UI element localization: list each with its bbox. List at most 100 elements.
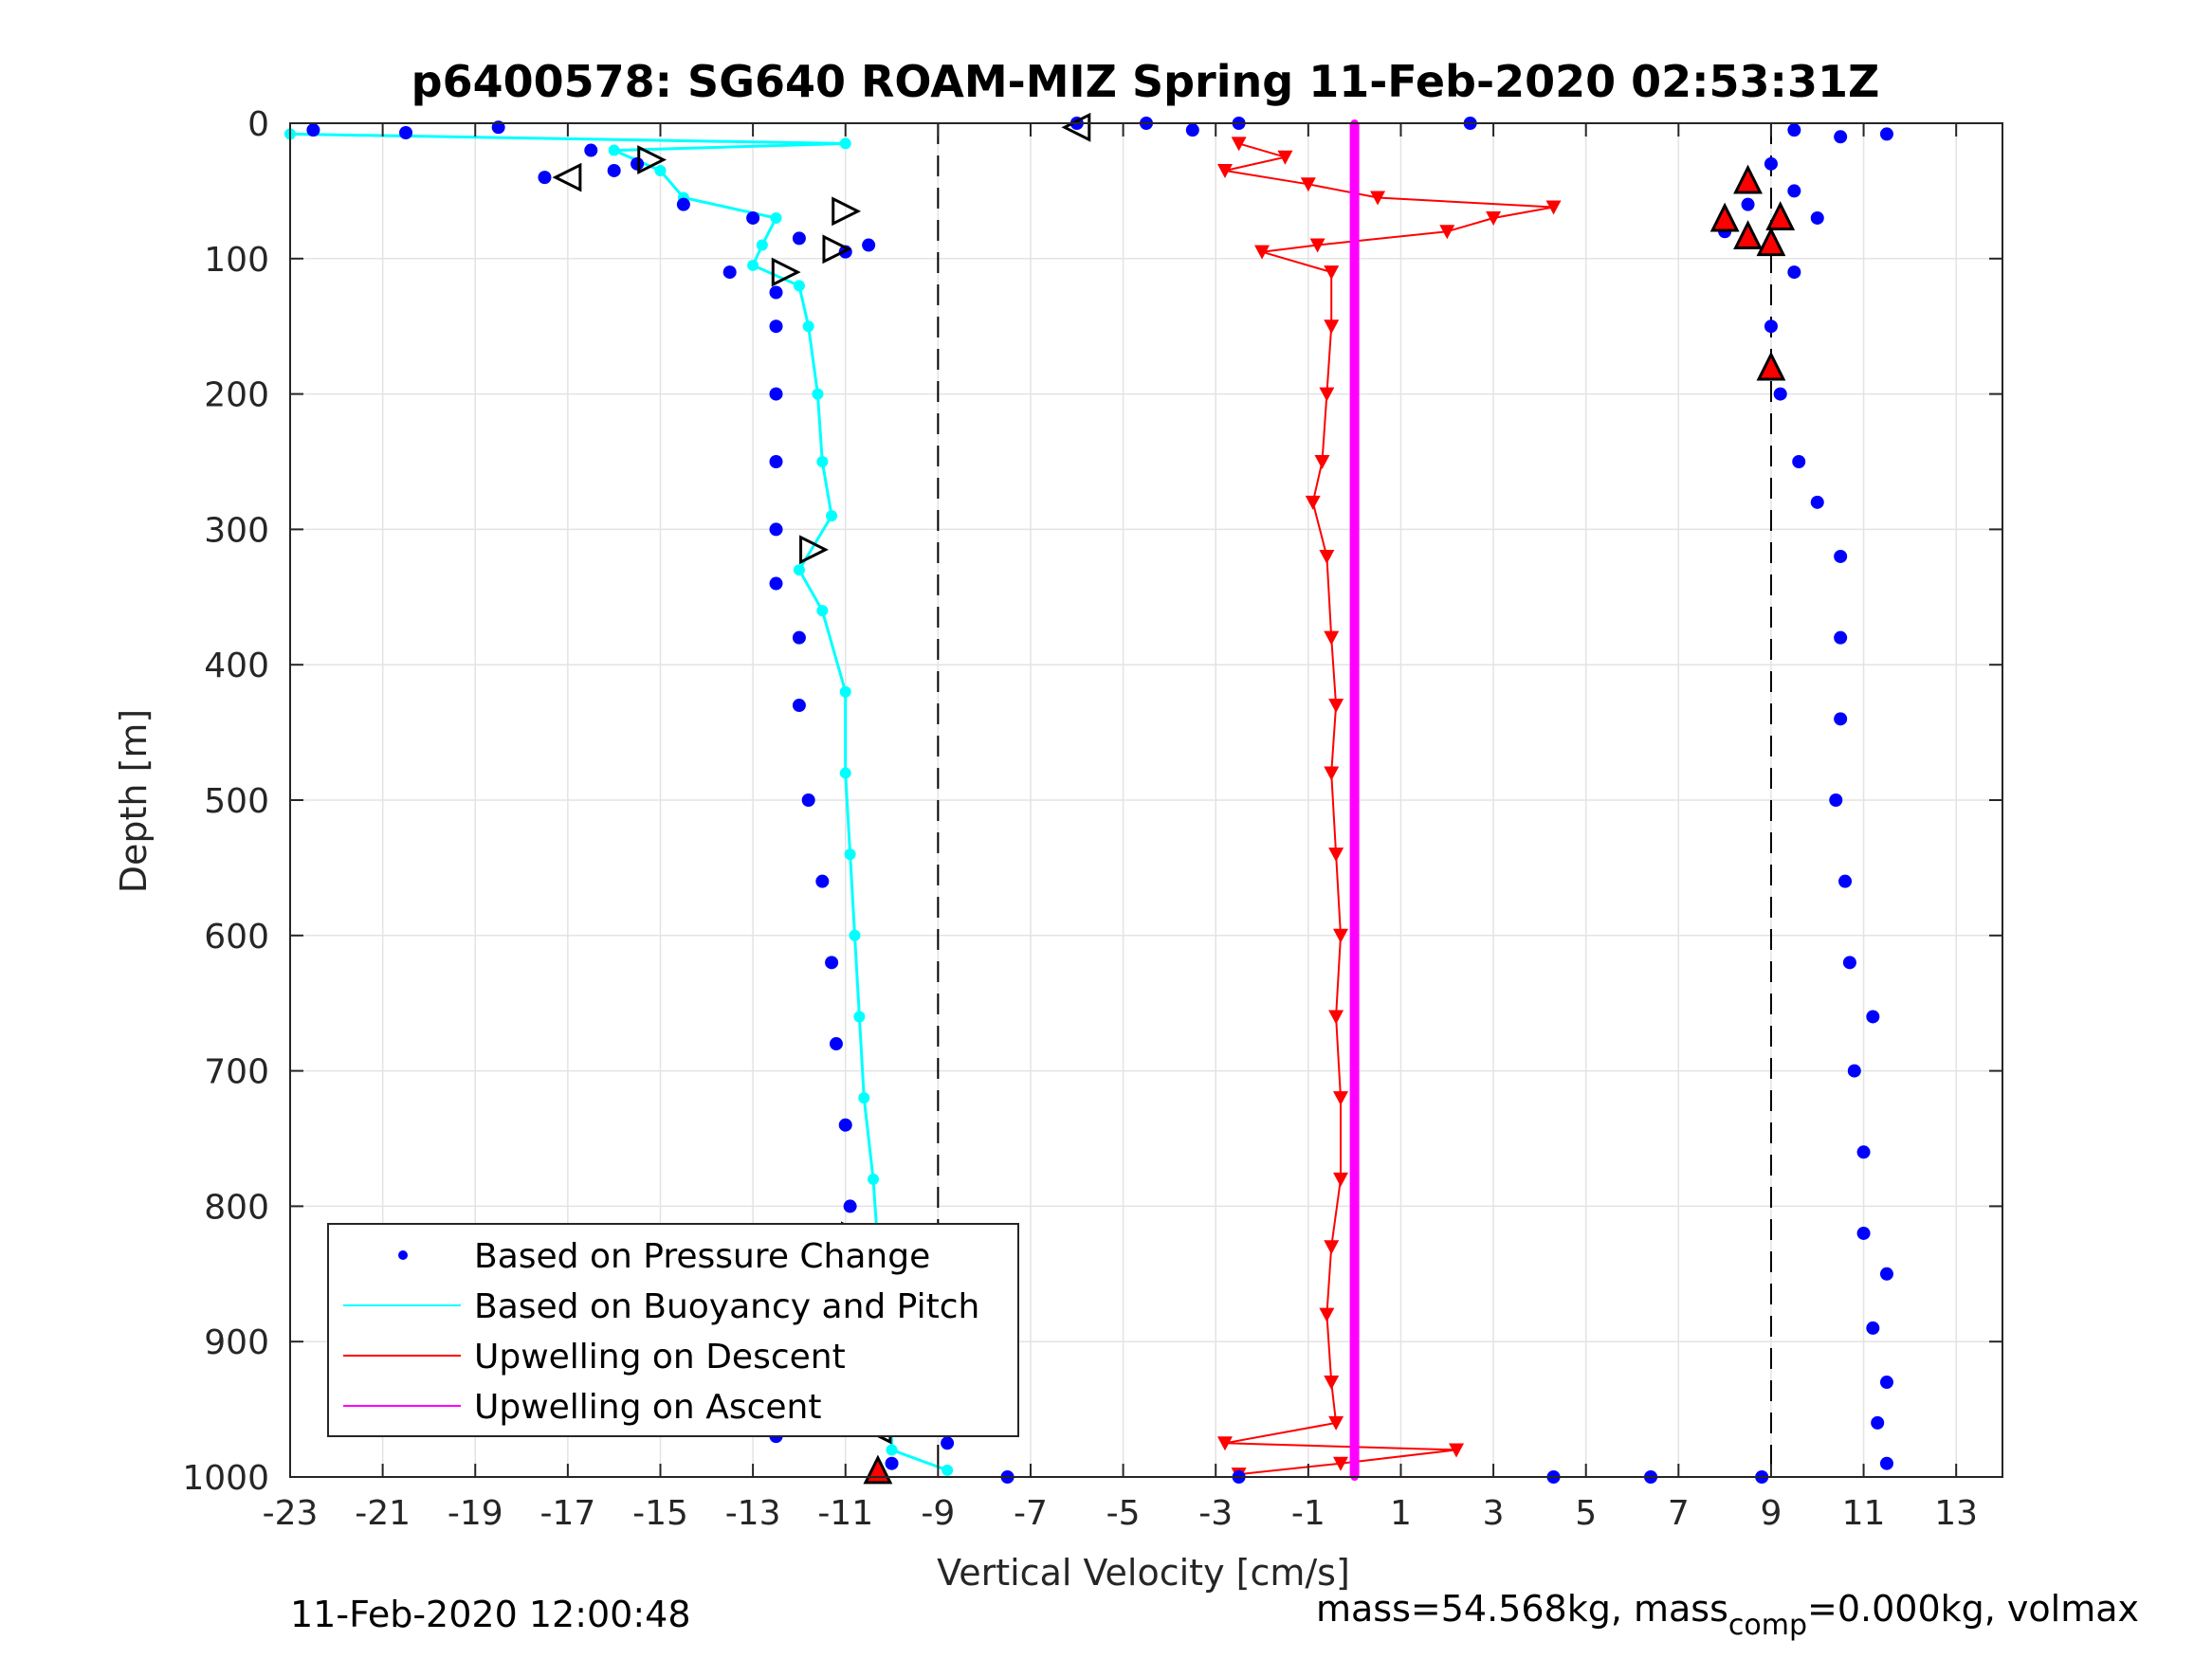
point-buoyancy-pitch	[756, 239, 768, 251]
x-tick-label: 1	[1390, 1494, 1412, 1533]
point-pressure-climb	[1741, 197, 1755, 211]
chart-title: p6400578: SG640 ROAM-MIZ Spring 11-Feb-2…	[411, 56, 1880, 107]
point-pressure-climb	[1792, 455, 1806, 468]
triangle-marker-apogee	[1756, 351, 1786, 381]
point-upwelling-descent	[1545, 200, 1562, 215]
point-upwelling-descent	[1324, 265, 1340, 281]
point-pressure-dive	[862, 238, 876, 252]
point-pressure-climb	[1834, 549, 1848, 563]
legend-label-buoyancy: Based on Buoyancy and Pitch	[474, 1287, 979, 1326]
point-upwelling-descent	[1324, 1376, 1340, 1391]
point-pressure-climb	[1847, 1064, 1861, 1078]
point-pressure-outlier	[1185, 123, 1199, 137]
point-pressure-climb	[1764, 319, 1778, 334]
triangle-marker-right	[799, 535, 829, 565]
legend-label-pressure: Based on Pressure Change	[474, 1237, 930, 1276]
point-upwelling-descent	[1216, 1436, 1233, 1451]
point-upwelling-descent	[1333, 1456, 1349, 1471]
x-tick-label: -11	[817, 1494, 873, 1533]
point-pressure-climb	[1871, 1415, 1885, 1430]
triangle-marker-right	[771, 257, 801, 287]
x-tick-label: 7	[1668, 1494, 1690, 1533]
legend-marker-pressure	[398, 1250, 408, 1260]
point-pressure-climb	[1810, 495, 1824, 509]
y-tick-label: 900	[204, 1323, 269, 1362]
point-pressure-dive	[676, 197, 690, 211]
y-tick-label: 0	[247, 105, 269, 144]
point-pressure-climb	[1834, 630, 1848, 645]
point-upwelling-descent	[1309, 238, 1325, 253]
triangle-marker-apogee	[1765, 201, 1796, 231]
point-buoyancy-pitch	[868, 1173, 880, 1185]
point-buoyancy-pitch	[839, 767, 851, 779]
legend: Based on Pressure Change Based on Buoyan…	[327, 1223, 1019, 1437]
point-upwelling-descent	[1216, 163, 1233, 178]
point-upwelling-descent	[1305, 495, 1321, 510]
point-buoyancy-pitch	[654, 164, 667, 176]
y-tick-label: 400	[204, 647, 269, 685]
point-upwelling-descent	[1324, 319, 1340, 335]
point-pressure-climb	[1838, 874, 1853, 888]
point-upwelling-descent	[1277, 150, 1293, 165]
point-buoyancy-pitch	[608, 144, 620, 156]
point-pressure-dive	[829, 1037, 843, 1051]
triangle-marker-right	[822, 234, 852, 264]
footer-mass-subscript: comp	[1728, 1609, 1807, 1642]
point-pressure-climb	[1879, 1456, 1893, 1470]
point-upwelling-descent	[1328, 699, 1344, 714]
point-buoyancy-pitch	[941, 1464, 954, 1476]
point-upwelling-descent	[1319, 549, 1335, 564]
footer-mass-info: mass=54.568kg, masscomp=0.000kg, volmax	[1316, 1588, 2139, 1642]
y-tick-label: 700	[204, 1053, 269, 1092]
point-pressure-dive	[792, 231, 806, 246]
point-upwelling-descent	[1328, 1415, 1344, 1431]
y-tick-label: 300	[204, 511, 269, 550]
x-tick-label: 3	[1483, 1494, 1505, 1533]
legend-label-descent: Upwelling on Descent	[474, 1338, 846, 1376]
point-pressure-dive	[607, 163, 621, 177]
point-pressure-dive	[399, 125, 413, 139]
point-pressure-climb	[1787, 265, 1801, 280]
point-buoyancy-pitch	[849, 929, 861, 941]
point-upwelling-descent	[1328, 1010, 1344, 1025]
point-buoyancy-pitch	[816, 456, 829, 467]
point-pressure-climb	[1787, 184, 1801, 198]
point-upwelling-descent	[1324, 1240, 1340, 1255]
y-tick-label: 600	[204, 918, 269, 957]
point-pressure-dive	[722, 265, 737, 280]
point-buoyancy-pitch	[858, 1092, 870, 1104]
point-pressure-climb	[1866, 1321, 1880, 1335]
point-pressure-dive	[825, 956, 839, 970]
point-upwelling-descent	[1324, 766, 1340, 781]
point-pressure-dive	[746, 210, 760, 225]
point-upwelling-descent	[1449, 1443, 1465, 1458]
point-buoyancy-pitch	[802, 320, 814, 333]
point-pressure-dive	[792, 699, 806, 713]
triangle-marker-apogee	[1709, 202, 1740, 232]
x-tick-label: -21	[355, 1494, 411, 1533]
triangle-marker-apogee	[1733, 220, 1763, 250]
x-tick-label: -7	[1014, 1494, 1048, 1533]
x-axis-label: Vertical Velocity [cm/s]	[937, 1552, 1350, 1594]
point-pressure-dive	[941, 1436, 955, 1450]
x-tick-label: 13	[1934, 1494, 1978, 1533]
point-upwelling-descent	[1314, 455, 1330, 469]
point-pressure-climb	[1856, 1145, 1871, 1159]
point-pressure-dive	[769, 455, 783, 468]
x-tick-label: -19	[448, 1494, 503, 1533]
point-upwelling-descent	[1333, 1172, 1349, 1187]
x-tick-label: -17	[539, 1494, 595, 1533]
point-pressure-climb	[1810, 210, 1824, 225]
point-upwelling-descent	[1231, 137, 1247, 152]
point-buoyancy-pitch	[839, 685, 851, 698]
point-buoyancy-pitch	[886, 1444, 898, 1456]
triangle-marker-right	[637, 145, 667, 174]
point-upwelling-descent	[1370, 191, 1386, 206]
x-tick-label: -15	[632, 1494, 688, 1533]
triangle-marker-apogee	[1756, 227, 1786, 257]
x-tick-label: 9	[1760, 1494, 1782, 1533]
point-pressure-climb	[1879, 127, 1893, 141]
point-buoyancy-pitch	[853, 1011, 866, 1023]
point-pressure-dive	[838, 1118, 852, 1132]
